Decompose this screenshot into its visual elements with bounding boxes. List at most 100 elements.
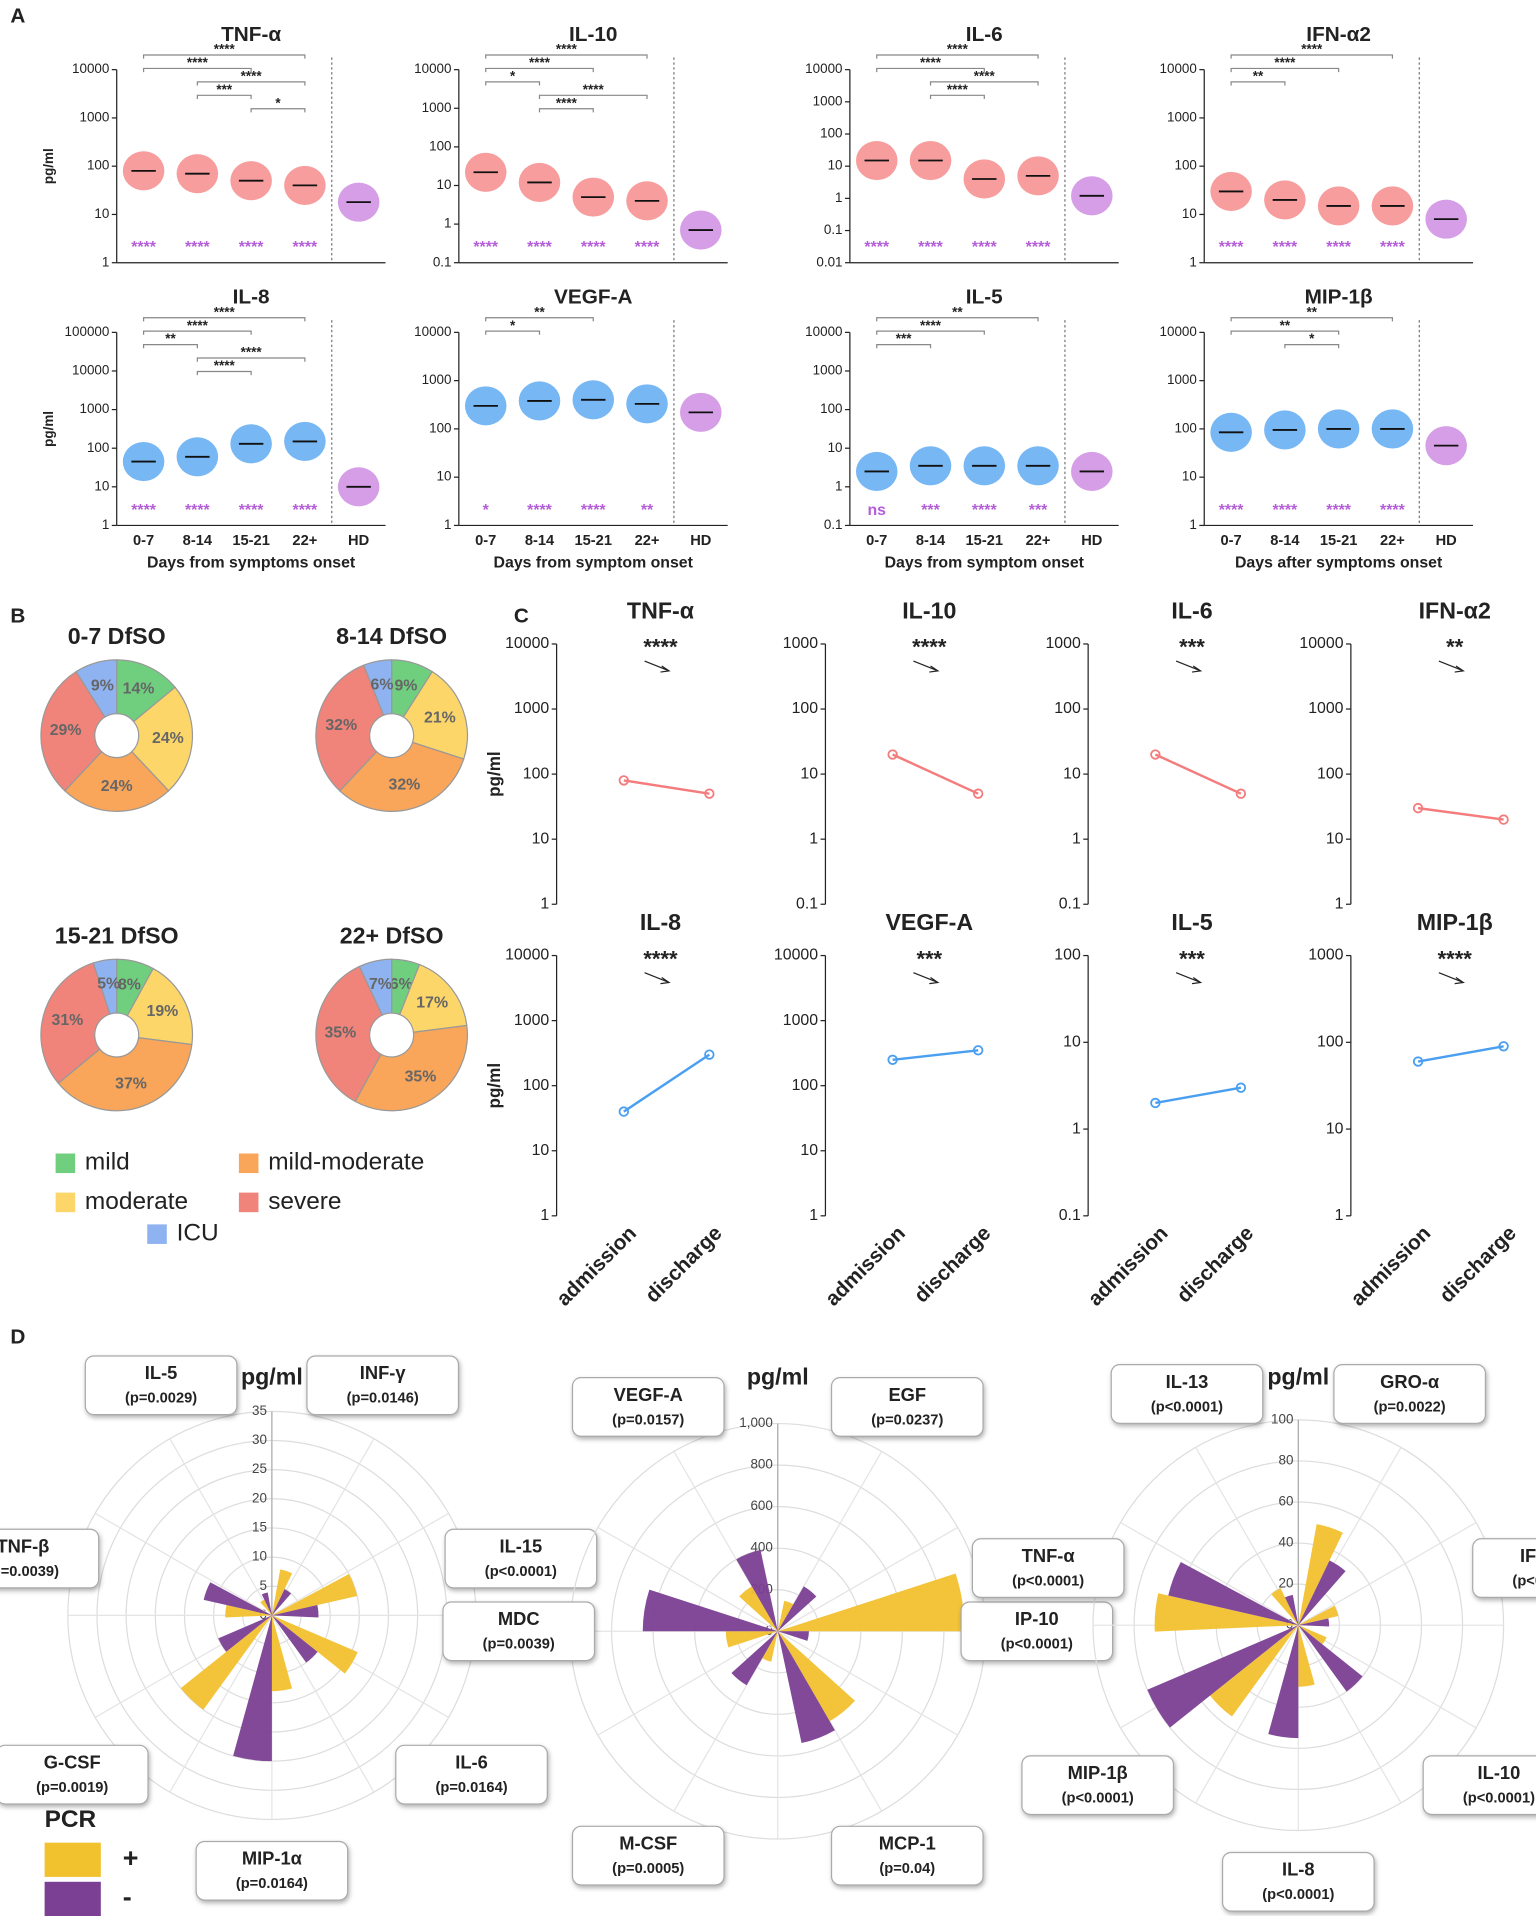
- comparison-bracket: [876, 343, 932, 349]
- category-label: VEGF-A: [614, 1384, 683, 1405]
- point: [1498, 1041, 1509, 1052]
- polar-bar: [1298, 1625, 1315, 1687]
- y-tick-label: 10: [532, 830, 550, 847]
- slice-label: 35%: [405, 1069, 437, 1086]
- paired-line: [623, 1053, 711, 1113]
- point: [887, 749, 898, 760]
- comparison-label: ****: [187, 318, 209, 333]
- y-tick-label: 1000: [1167, 109, 1197, 124]
- legend-swatch: [238, 1192, 259, 1213]
- chart-title: IL-8: [640, 909, 681, 935]
- comparison-label: *: [275, 95, 281, 110]
- y-axis-label: pg/ml: [485, 1063, 504, 1109]
- comparison-label: *: [510, 318, 516, 333]
- point: [972, 788, 984, 799]
- chart-title: IL-10: [569, 23, 617, 46]
- y-tick-label: 100: [820, 401, 842, 416]
- p-value: (p<0.0001): [1512, 1573, 1536, 1589]
- x-tick-label: 15-21: [1320, 533, 1358, 549]
- pie-slice: [116, 659, 176, 723]
- comparison-label: ****: [583, 82, 605, 97]
- x-tick-label: 0-7: [475, 533, 496, 549]
- y-tick-label: 10: [1326, 830, 1344, 847]
- y-tick-label: 1: [1189, 517, 1196, 532]
- x-tick-label: 22+: [292, 533, 317, 549]
- y-tick-label: 100: [429, 138, 451, 153]
- legend-label: severe: [268, 1188, 341, 1215]
- comparison-label: ****: [241, 69, 263, 84]
- comparison-bracket: [929, 94, 985, 99]
- group-significance: ****: [473, 239, 499, 256]
- polar-bar: [1298, 1605, 1339, 1626]
- x-tick-label: 22+: [635, 533, 660, 549]
- category-label: MDC: [498, 1608, 540, 1629]
- y-tick-label: 100: [429, 420, 451, 435]
- p-value: (p=0.0039): [0, 1564, 59, 1580]
- pie-slice: [40, 670, 106, 792]
- chart-title: TNF-α: [221, 23, 281, 46]
- y-tick-label: 100: [87, 440, 109, 455]
- polar-bar: [1298, 1625, 1327, 1645]
- pie-title: 22+ DfSO: [340, 922, 444, 948]
- p-value: (p<0.0001): [1151, 1399, 1223, 1415]
- y-tick-label: 10000: [72, 61, 109, 76]
- x-tick-label: admission: [1346, 1222, 1435, 1311]
- slice-label: 37%: [115, 1075, 147, 1092]
- category-label: MIP-1β: [1068, 1762, 1128, 1783]
- spoke: [271, 1615, 375, 1793]
- y-tick-label: 1000: [783, 635, 818, 652]
- group-significance: ****: [131, 502, 157, 519]
- y-tick-label: 1000: [1167, 372, 1197, 387]
- slice-label: 7%: [369, 976, 392, 993]
- group-significance: ****: [293, 502, 319, 519]
- y-tick-label: 0.01: [816, 254, 842, 269]
- polar-bar: [271, 1615, 293, 1692]
- point: [1498, 814, 1509, 825]
- pie-slice: [354, 1024, 468, 1112]
- label-box: [306, 1355, 460, 1416]
- comparison-bracket: [1230, 54, 1394, 59]
- chart-title: IL-5: [1171, 909, 1212, 935]
- significance: ***: [1179, 946, 1205, 971]
- pie-slice: [63, 750, 170, 812]
- significance: ***: [916, 946, 942, 971]
- group-significance: ***: [1029, 502, 1048, 519]
- polar-bar: [1298, 1618, 1330, 1627]
- slice-label: 32%: [389, 777, 421, 794]
- y-tick-label: 10000: [1160, 324, 1197, 339]
- p-value: (p<0.0001): [485, 1564, 557, 1580]
- polar-bar: [762, 1631, 778, 1662]
- label-box: [830, 1825, 984, 1886]
- group-significance: ****: [527, 502, 553, 519]
- chart-title: MIP-1β: [1305, 286, 1373, 309]
- y-tick-label: 1000: [79, 109, 109, 124]
- point: [972, 1045, 984, 1056]
- pie-slice: [398, 963, 468, 1033]
- group-significance: ****: [1326, 239, 1352, 256]
- x-tick-label: admission: [552, 1222, 641, 1311]
- x-tick-label: 15-21: [575, 533, 613, 549]
- y-tick-label: 0.1: [433, 254, 452, 269]
- y-tick-label: 100: [1317, 765, 1344, 782]
- x-tick-label: discharge: [1172, 1222, 1258, 1308]
- y-tick-label: 1000: [514, 700, 549, 717]
- y-tick-label: 10: [1063, 1034, 1081, 1051]
- pie-slice: [40, 962, 111, 1085]
- chart-title: VEGF-A: [885, 909, 973, 935]
- label-box: [1472, 1538, 1536, 1599]
- comparison-label: *: [1309, 331, 1315, 346]
- y-tick-label: 10000: [505, 947, 549, 964]
- spoke: [1120, 1522, 1299, 1626]
- y-tick-label: 0.1: [1059, 1207, 1081, 1224]
- y-tick-label: 10: [828, 158, 843, 173]
- trend-arrow: [913, 660, 940, 673]
- comparison-bracket: [142, 54, 306, 59]
- y-tick-label: 100: [1054, 947, 1081, 964]
- comparison-bracket: [196, 94, 252, 99]
- y-tick-label: 10: [1063, 765, 1081, 782]
- x-tick-label: discharge: [910, 1222, 996, 1308]
- comparison-bracket: [876, 317, 1039, 322]
- r-tick-label: 60: [1278, 1494, 1293, 1509]
- label-box: [1021, 1755, 1175, 1816]
- y-tick-label: 100: [1174, 158, 1196, 173]
